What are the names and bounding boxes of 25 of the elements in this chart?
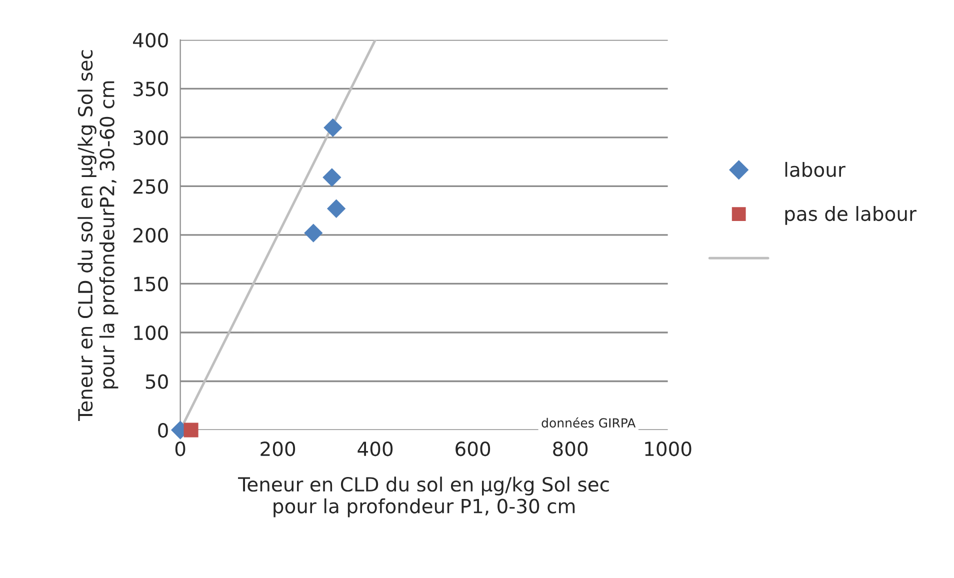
point bbox=[304, 224, 323, 242]
y-tick-label: 250 bbox=[134, 179, 168, 194]
x-tick-label: 0 bbox=[175, 441, 186, 456]
x-axis-title: Teneur en CLD du sol en µg/kg Sol sec pour la profondeur P1, 0-30 cm bbox=[238, 476, 609, 518]
x-tick-label: 800 bbox=[553, 441, 588, 456]
y-tick-label: 50 bbox=[146, 374, 168, 389]
legend-label: labour bbox=[785, 162, 846, 177]
point bbox=[322, 168, 342, 187]
point bbox=[184, 422, 198, 438]
point bbox=[324, 118, 342, 137]
x-tick-label: 1000 bbox=[645, 441, 692, 456]
point bbox=[326, 199, 346, 218]
y-tick-label: 150 bbox=[134, 276, 168, 292]
y-tick-label: 0 bbox=[158, 422, 168, 438]
y-tick-label: 400 bbox=[133, 32, 168, 48]
annotation: données GIRPA bbox=[542, 417, 636, 428]
y-tick-label: 200 bbox=[134, 228, 168, 243]
x-tick-label: 200 bbox=[260, 441, 296, 456]
x-tick-label: 600 bbox=[456, 441, 490, 456]
x-tick-label: 400 bbox=[358, 441, 393, 456]
y-tick-label: 350 bbox=[134, 82, 168, 96]
y-axis-title: Teneur en CLD du sol en µg/kg Sol sec pour la profondeurP2, 30-60 cm bbox=[78, 50, 118, 421]
legend-label: pas de labour bbox=[785, 206, 916, 225]
y-tick-label: 100 bbox=[134, 325, 168, 340]
y-tick-label: 300 bbox=[134, 130, 168, 146]
